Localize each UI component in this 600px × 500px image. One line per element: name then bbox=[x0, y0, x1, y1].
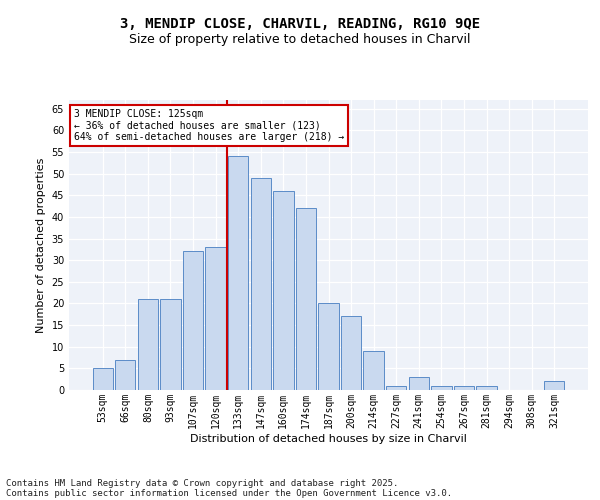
Bar bbox=[319, 304, 338, 390]
Bar bbox=[431, 386, 452, 390]
Bar bbox=[160, 299, 181, 390]
Bar bbox=[296, 208, 316, 390]
Bar bbox=[228, 156, 248, 390]
Bar bbox=[454, 386, 474, 390]
Bar bbox=[341, 316, 361, 390]
Text: Contains HM Land Registry data © Crown copyright and database right 2025.: Contains HM Land Registry data © Crown c… bbox=[6, 478, 398, 488]
Text: Contains public sector information licensed under the Open Government Licence v3: Contains public sector information licen… bbox=[6, 488, 452, 498]
Bar bbox=[364, 351, 384, 390]
Bar bbox=[115, 360, 136, 390]
Text: 3, MENDIP CLOSE, CHARVIL, READING, RG10 9QE: 3, MENDIP CLOSE, CHARVIL, READING, RG10 … bbox=[120, 18, 480, 32]
Bar bbox=[386, 386, 406, 390]
Y-axis label: Number of detached properties: Number of detached properties bbox=[36, 158, 46, 332]
Text: 3 MENDIP CLOSE: 125sqm
← 36% of detached houses are smaller (123)
64% of semi-de: 3 MENDIP CLOSE: 125sqm ← 36% of detached… bbox=[74, 108, 344, 142]
X-axis label: Distribution of detached houses by size in Charvil: Distribution of detached houses by size … bbox=[190, 434, 467, 444]
Text: Size of property relative to detached houses in Charvil: Size of property relative to detached ho… bbox=[129, 32, 471, 46]
Bar bbox=[251, 178, 271, 390]
Bar bbox=[544, 382, 565, 390]
Bar bbox=[205, 247, 226, 390]
Bar bbox=[183, 252, 203, 390]
Bar bbox=[138, 299, 158, 390]
Bar bbox=[476, 386, 497, 390]
Bar bbox=[409, 377, 429, 390]
Bar bbox=[92, 368, 113, 390]
Bar bbox=[273, 191, 293, 390]
